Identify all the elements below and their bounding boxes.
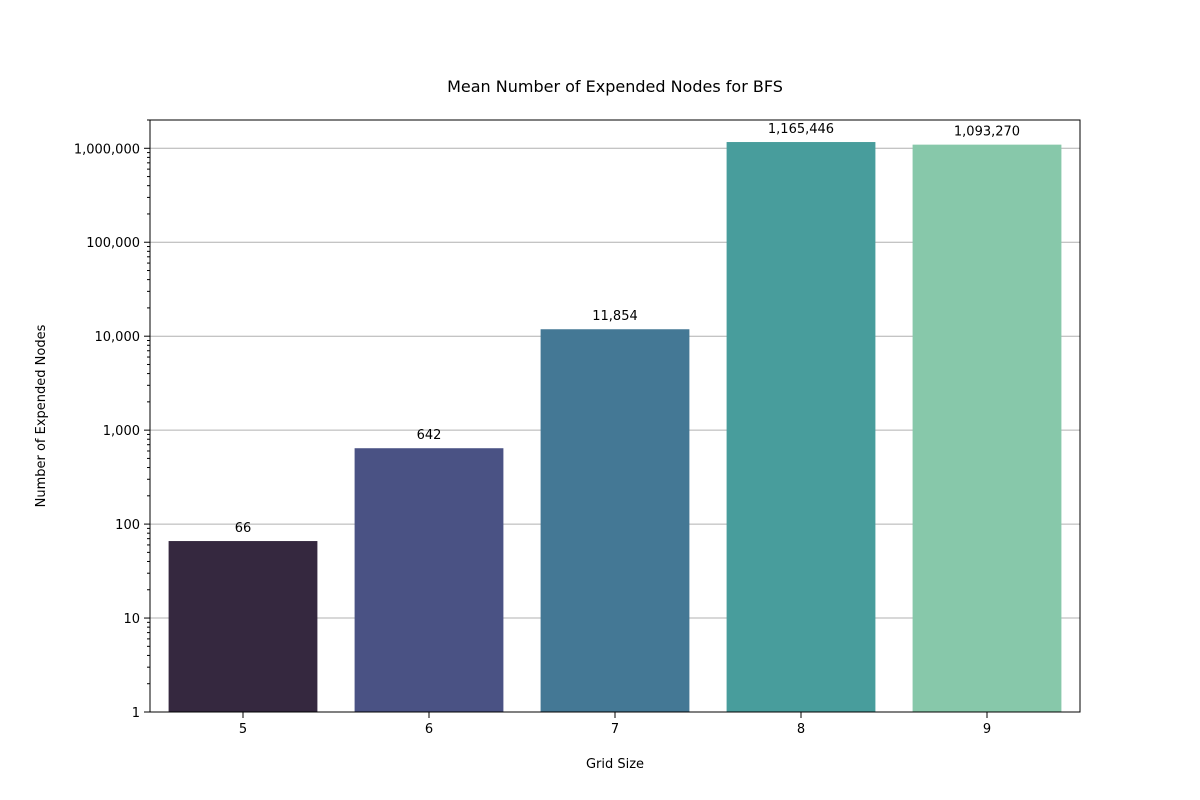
x-axis: 5 6 7 8 9 — [239, 712, 991, 737]
bar-value-label: 66 — [235, 521, 252, 536]
chart-title: Mean Number of Expended Nodes for BFS — [447, 77, 783, 96]
bar-grid-size-8 — [726, 142, 876, 712]
bar-grid-size-9 — [912, 144, 1062, 712]
x-tick-label: 6 — [425, 722, 433, 737]
y-axis-label: Number of Expended Nodes — [34, 324, 49, 507]
x-axis-label: Grid Size — [586, 757, 644, 772]
x-tick-label: 7 — [611, 722, 619, 737]
bar-grid-size-7 — [540, 329, 690, 712]
y-tick-label: 100,000 — [86, 236, 140, 251]
y-tick-label: 10 — [123, 612, 140, 627]
bar-value-label: 11,854 — [592, 309, 638, 324]
bars — [168, 142, 1062, 712]
bar-value-label: 1,165,446 — [768, 122, 834, 137]
x-tick-label: 8 — [797, 722, 805, 737]
bar-grid-size-6 — [354, 448, 504, 712]
data-labels: 66 642 11,854 1,165,446 1,093,270 — [235, 122, 1020, 536]
y-tick-label: 1,000,000 — [74, 142, 140, 157]
y-tick-label: 1,000 — [103, 424, 140, 439]
y-tick-label: 10,000 — [95, 330, 141, 345]
bar-value-label: 1,093,270 — [954, 125, 1020, 140]
bar-grid-size-5 — [168, 541, 318, 712]
bar-value-label: 642 — [417, 428, 442, 443]
x-tick-label: 9 — [983, 722, 991, 737]
y-tick-label: 100 — [115, 518, 140, 533]
y-tick-label: 1 — [132, 706, 140, 721]
y-axis: 1 10 100 1,000 10,000 100,000 1,000,000 — [74, 119, 150, 721]
x-tick-label: 5 — [239, 722, 247, 737]
